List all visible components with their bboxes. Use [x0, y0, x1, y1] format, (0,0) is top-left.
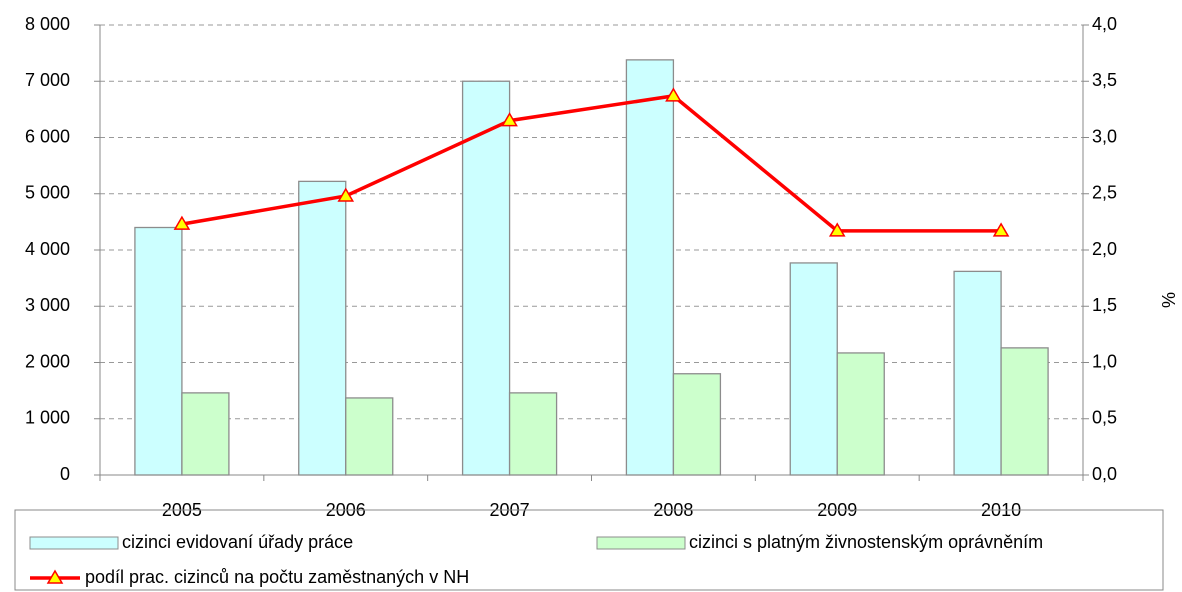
- y-tick-label: 3 000: [25, 295, 70, 315]
- legend-label: cizinci evidovaní úřady práce: [122, 532, 353, 552]
- y-tick-label: 8 000: [25, 14, 70, 34]
- line-marker: [665, 87, 682, 102]
- legend-box: [14, 509, 1164, 591]
- y-tick-label: 0: [60, 464, 70, 484]
- y-tick-label: 4 000: [25, 239, 70, 259]
- bar: [1000, 347, 1049, 476]
- legend-swatch: [596, 536, 686, 550]
- y2-tick-label: 1,0: [1092, 351, 1117, 371]
- bar: [625, 59, 675, 476]
- bar: [345, 397, 394, 476]
- line-marker: [992, 222, 1010, 237]
- bar: [134, 226, 183, 476]
- y-tick-label: 2 000: [25, 351, 70, 371]
- bar: [508, 392, 558, 476]
- bar: [672, 373, 722, 476]
- y2-tick-label: 1,5: [1092, 295, 1117, 315]
- y-tick-label: 1 000: [25, 408, 70, 428]
- bar: [789, 262, 838, 476]
- y2-tick-label: 2,0: [1092, 239, 1117, 259]
- bar: [953, 270, 1002, 476]
- legend-label: cizinci s platným živnostenským oprávněn…: [689, 532, 1043, 552]
- y2-tick-label: 2,5: [1092, 183, 1117, 203]
- y-tick-label: 6 000: [25, 126, 70, 146]
- legend-label: podíl prac. cizinců na počtu zaměstnanýc…: [85, 567, 469, 587]
- y-tick-label: 7 000: [25, 70, 70, 90]
- line-marker: [501, 112, 518, 127]
- y2-tick-label: 3,5: [1092, 70, 1117, 90]
- y-tick-label: 5 000: [25, 183, 70, 203]
- y2-tick-label: 0,5: [1092, 408, 1117, 428]
- y2-axis-label: %: [1159, 292, 1179, 308]
- y2-tick-label: 3,0: [1092, 126, 1117, 146]
- y2-tick-label: 0,0: [1092, 464, 1117, 484]
- bar: [836, 352, 885, 476]
- line-marker: [828, 222, 846, 237]
- line-marker: [337, 187, 355, 202]
- bar: [181, 392, 230, 476]
- bar: [461, 80, 511, 476]
- line-marker: [173, 215, 191, 230]
- legend-swatch: [29, 536, 119, 550]
- y2-tick-label: 4,0: [1092, 14, 1117, 34]
- line-marker: [46, 569, 64, 584]
- bar: [298, 180, 347, 476]
- line: [181, 94, 1002, 233]
